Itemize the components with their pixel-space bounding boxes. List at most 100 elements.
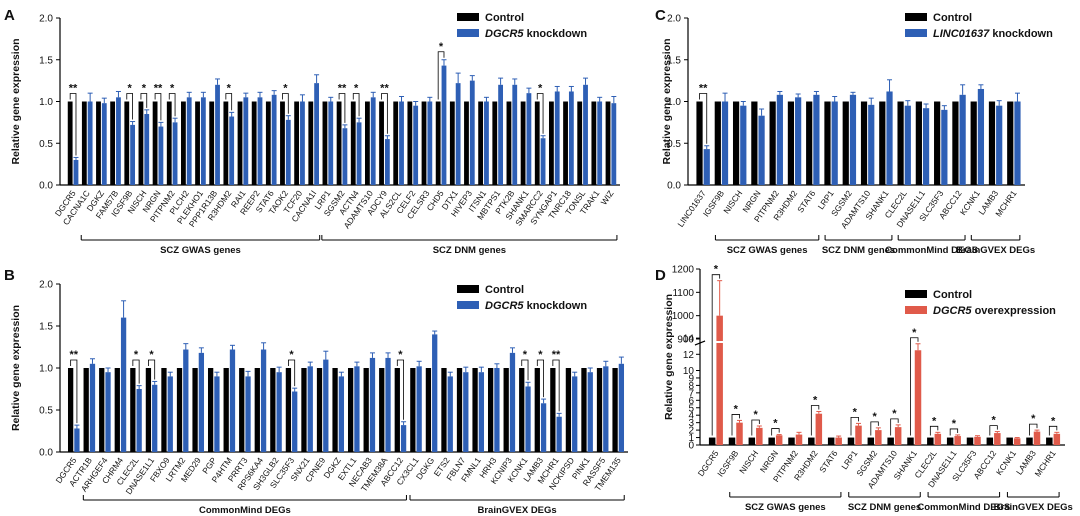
y-tick-label: 10 bbox=[683, 366, 695, 377]
group-bracket: SCZ DNM genes bbox=[848, 492, 921, 513]
bar-treatment-stat6 bbox=[835, 437, 842, 445]
chart-panel-a: A 0.0 0.5 1.0 1.5 2.0 Relative gene expression… bbox=[4, 7, 620, 230]
significance-bracket bbox=[929, 425, 939, 436]
y-axis-label: Relative gene expression bbox=[663, 294, 675, 420]
bar-control-adamts10 bbox=[860, 101, 868, 185]
significance-star: * bbox=[289, 349, 294, 361]
bar-control-wiz bbox=[605, 101, 611, 185]
group-bracket: CommonMind DEGs bbox=[82, 495, 407, 516]
significance-bracket bbox=[949, 428, 959, 436]
group-label: SCZ GWAS genes bbox=[160, 245, 241, 256]
significance-bracket bbox=[850, 416, 859, 436]
bar-control-tcf20 bbox=[294, 101, 300, 185]
bar-treatment-nrgn bbox=[158, 126, 164, 185]
chart-panel-d: D9001000110012000123456789101214Relative… bbox=[655, 264, 1065, 490]
bar-treatment-cacna1c bbox=[87, 101, 93, 185]
bar-treatment-dgkz bbox=[338, 376, 345, 452]
bar-control-kcnk1 bbox=[970, 101, 977, 185]
bar-treatment-lamb3 bbox=[996, 105, 1003, 185]
bar-control-tonsl bbox=[577, 101, 583, 185]
x-tick-label: IGSF9B bbox=[715, 448, 741, 478]
bar-treatment-dtx1 bbox=[455, 83, 461, 185]
bar-control-dgcr5 bbox=[67, 101, 73, 185]
bar-control-mchr1 bbox=[1007, 101, 1014, 185]
bar-treatment-kcnip3 bbox=[509, 352, 516, 452]
bar-treatment-rps6ka4 bbox=[260, 349, 267, 452]
bar-control-nckipsd bbox=[565, 368, 572, 452]
significance-bracket bbox=[751, 419, 760, 436]
panel-letter: B bbox=[4, 267, 15, 284]
bar-treatment-prrt3 bbox=[245, 376, 251, 452]
bar-treatment-slc35f3 bbox=[292, 391, 298, 452]
bar-control-shank1 bbox=[907, 437, 914, 445]
bar-treatment-linc01637 bbox=[703, 149, 710, 185]
bar-treatment-tmem135 bbox=[618, 363, 625, 452]
bar-control-actr1b bbox=[83, 368, 89, 452]
y-tick-label: 12 bbox=[683, 350, 695, 361]
legend-swatch-control bbox=[905, 13, 927, 21]
group-label: BrainGVEX DEGs bbox=[994, 502, 1073, 513]
significance-bracket bbox=[552, 359, 560, 412]
bar-control-shank1 bbox=[520, 101, 526, 185]
bar-treatment-hrh3 bbox=[494, 368, 500, 452]
bar-control-snx21 bbox=[301, 368, 307, 452]
significance-bracket bbox=[771, 428, 780, 436]
bar-control-igsf9b bbox=[714, 101, 721, 185]
bar-control-dgkg bbox=[425, 368, 432, 452]
bar-control-als2cl bbox=[393, 101, 399, 185]
bar-control-tmem135 bbox=[612, 368, 618, 452]
bar-treatment-dnase1l1 bbox=[954, 436, 961, 445]
bar-treatment-mbtps1 bbox=[498, 84, 504, 185]
bar-treatment-lrp1 bbox=[831, 101, 838, 185]
significance-bracket bbox=[910, 337, 919, 436]
bar-treatment-abcc12 bbox=[994, 433, 1001, 445]
significance-star: * bbox=[932, 415, 937, 427]
significance-bracket bbox=[890, 418, 899, 436]
bar-treatment-slc35f3 bbox=[941, 109, 948, 185]
bar-control-ptk2b bbox=[506, 101, 512, 185]
significance-bracket bbox=[437, 51, 445, 100]
bar-control-chrm4 bbox=[114, 368, 120, 452]
bar-treatment-tnrc18 bbox=[568, 91, 574, 185]
legend-swatch-treatment bbox=[457, 29, 479, 37]
bar-control-celf2 bbox=[407, 101, 413, 185]
bar-control-med29 bbox=[192, 368, 198, 452]
y-tick-label: 3 bbox=[688, 418, 694, 429]
bar-treatment-mchr1 bbox=[556, 416, 562, 452]
significance-bracket bbox=[225, 93, 233, 111]
bar-treatment-als2cl bbox=[399, 101, 404, 185]
y-axis-label: Relative gene expression bbox=[10, 305, 22, 431]
bar-control-necab3 bbox=[363, 368, 369, 452]
significance-star: ** bbox=[69, 83, 78, 95]
bar-control-shank1 bbox=[879, 101, 886, 185]
y-tick-label: 7 bbox=[688, 388, 694, 399]
bar-treatment-slc35f3 bbox=[974, 436, 981, 445]
bar-treatment-nisch bbox=[740, 105, 747, 185]
y-tick-label: 5 bbox=[688, 403, 694, 414]
legend-label-treatment: DGCR5 knockdown bbox=[485, 28, 587, 40]
bar-control-stat6 bbox=[806, 101, 813, 185]
x-tick-label: NISCH bbox=[737, 448, 760, 475]
x-tick-label: STAT6 bbox=[817, 448, 840, 474]
significance-bracket bbox=[126, 93, 133, 120]
bar-control-slc35f3 bbox=[285, 368, 292, 452]
bar-control-stat6 bbox=[265, 101, 271, 185]
y-tick-label: 900 bbox=[677, 335, 694, 346]
bar-treatment-lrtm2 bbox=[183, 349, 189, 452]
y-tick-label: 1100 bbox=[672, 288, 694, 299]
bar-control-hrh3 bbox=[487, 368, 494, 452]
significance-bracket bbox=[352, 93, 360, 117]
bar-treatment-igsf9b bbox=[130, 124, 136, 185]
bar-control-rassf5 bbox=[596, 368, 603, 452]
bar-control-fbxo9 bbox=[161, 368, 167, 452]
bar-treatment-dgcr5 bbox=[73, 159, 79, 185]
bar-treatment-actr1b bbox=[89, 363, 96, 452]
significance-star: ** bbox=[699, 83, 708, 95]
y-tick-label: 14 bbox=[683, 334, 695, 345]
y-tick-label: 4 bbox=[688, 411, 694, 422]
bar-treatment-celf2 bbox=[413, 105, 419, 185]
bar-treatment-pitpnm2 bbox=[776, 94, 783, 185]
legend-label-treatment: DGCR5 knockdown bbox=[485, 300, 587, 312]
y-tick-label: 1000 bbox=[672, 311, 695, 322]
group-bracket: BrainGVEX DEGs bbox=[994, 492, 1073, 513]
